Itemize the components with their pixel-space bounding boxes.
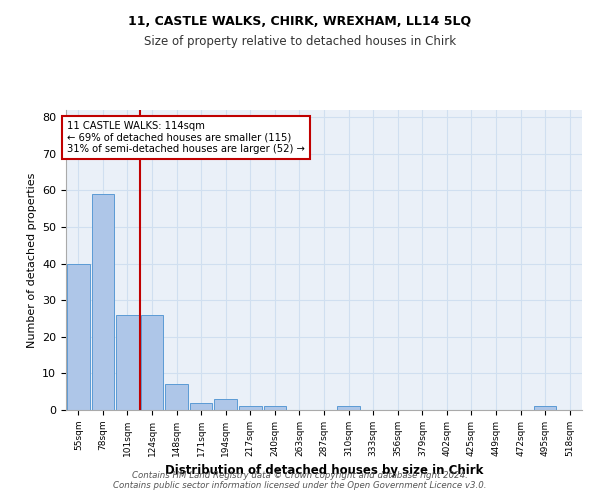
X-axis label: Distribution of detached houses by size in Chirk: Distribution of detached houses by size … <box>165 464 483 477</box>
Bar <box>337 406 360 410</box>
Text: Contains HM Land Registry data © Crown copyright and database right 2024.
Contai: Contains HM Land Registry data © Crown c… <box>113 470 487 490</box>
Bar <box>116 315 139 410</box>
Bar <box>214 399 237 410</box>
Bar <box>190 402 212 410</box>
Bar <box>534 406 556 410</box>
Y-axis label: Number of detached properties: Number of detached properties <box>26 172 37 348</box>
Text: 11, CASTLE WALKS, CHIRK, WREXHAM, LL14 5LQ: 11, CASTLE WALKS, CHIRK, WREXHAM, LL14 5… <box>128 15 472 28</box>
Text: 11 CASTLE WALKS: 114sqm
← 69% of detached houses are smaller (115)
31% of semi-d: 11 CASTLE WALKS: 114sqm ← 69% of detache… <box>67 121 305 154</box>
Bar <box>67 264 89 410</box>
Bar <box>239 406 262 410</box>
Bar <box>92 194 114 410</box>
Bar <box>165 384 188 410</box>
Bar <box>140 315 163 410</box>
Bar <box>263 406 286 410</box>
Text: Size of property relative to detached houses in Chirk: Size of property relative to detached ho… <box>144 35 456 48</box>
